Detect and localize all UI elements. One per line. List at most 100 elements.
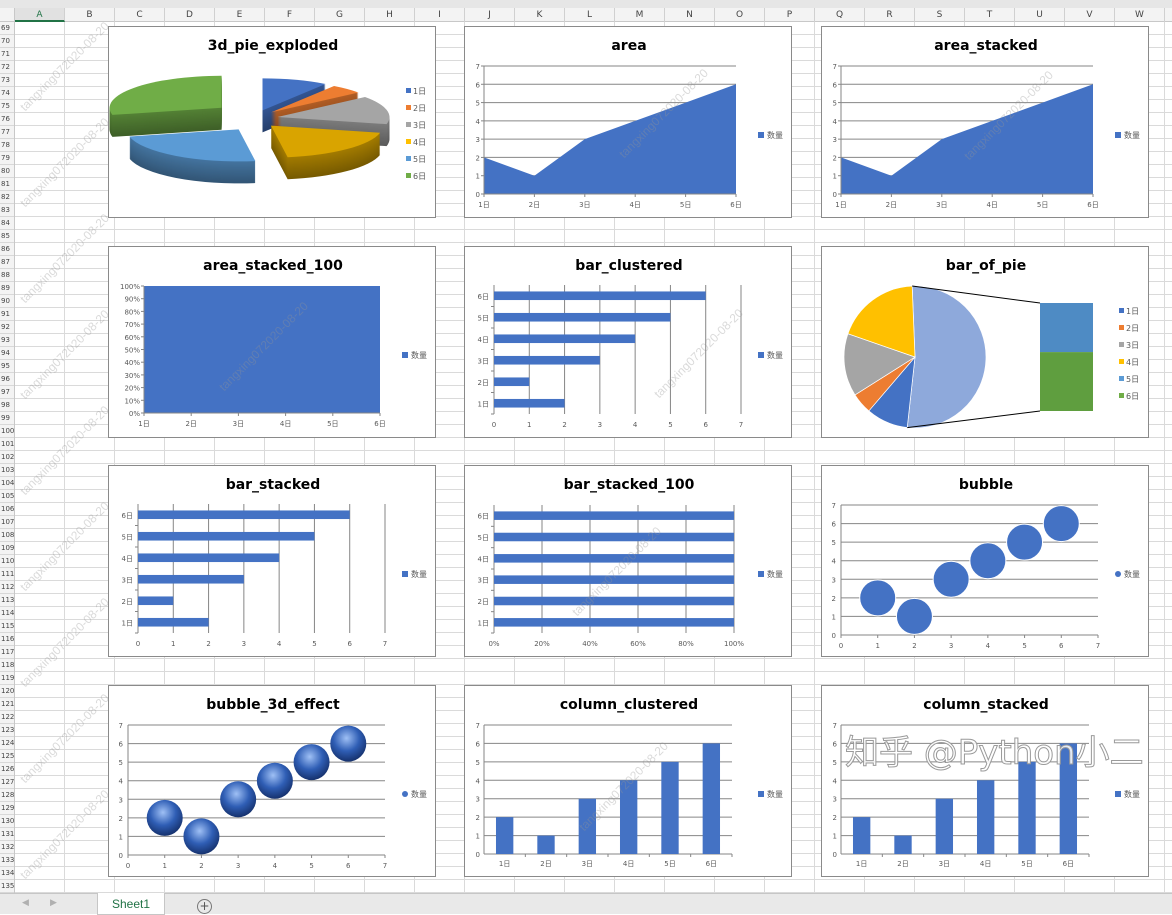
row-header-92[interactable]: 92 [0, 321, 14, 334]
row-header-94[interactable]: 94 [0, 347, 14, 360]
row-header-77[interactable]: 77 [0, 126, 14, 139]
row-header-72[interactable]: 72 [0, 61, 14, 74]
row-header-122[interactable]: 122 [0, 711, 14, 724]
row-header-133[interactable]: 133 [0, 854, 14, 867]
row-header-120[interactable]: 120 [0, 685, 14, 698]
row-header-129[interactable]: 129 [0, 802, 14, 815]
row-header-96[interactable]: 96 [0, 373, 14, 386]
chart-bar-of-pie[interactable]: bar_of_pie 1日 2日 3日 4日 5日 6日 [821, 246, 1149, 438]
row-header-108[interactable]: 108 [0, 529, 14, 542]
column-header-Q[interactable]: Q [815, 8, 865, 22]
column-header-A[interactable]: A [15, 8, 65, 22]
chart-bar-stacked[interactable]: bar_stacked 0 1 2 3 4 5 6 7 1日 2日 3日 4日 5日 6日 数量 [108, 465, 436, 657]
column-header-U[interactable]: U [1015, 8, 1065, 22]
row-header-134[interactable]: 134 [0, 867, 14, 880]
row-header-82[interactable]: 82 [0, 191, 14, 204]
row-header-88[interactable]: 88 [0, 269, 14, 282]
row-header-70[interactable]: 70 [0, 35, 14, 48]
row-header-135[interactable]: 135 [0, 880, 14, 893]
column-header-M[interactable]: M [615, 8, 665, 22]
column-header-O[interactable]: O [715, 8, 765, 22]
row-header-93[interactable]: 93 [0, 334, 14, 347]
column-header-J[interactable]: J [465, 8, 515, 22]
sheet-tab-sheet1[interactable]: Sheet1 [97, 893, 165, 915]
chart-bar-clustered[interactable]: bar_clustered 0 1 2 3 4 5 6 7 1日 2日 3日 4日 5日 6日 数量 [464, 246, 792, 438]
column-header-R[interactable]: R [865, 8, 915, 22]
row-header-126[interactable]: 126 [0, 763, 14, 776]
column-header-K[interactable]: K [515, 8, 565, 22]
column-header-S[interactable]: S [915, 8, 965, 22]
row-header-99[interactable]: 99 [0, 412, 14, 425]
chevron-right-icon[interactable]: ▶ [50, 898, 57, 908]
row-header-105[interactable]: 105 [0, 490, 14, 503]
row-header-79[interactable]: 79 [0, 152, 14, 165]
row-header-81[interactable]: 81 [0, 178, 14, 191]
row-header-125[interactable]: 125 [0, 750, 14, 763]
column-header-B[interactable]: B [65, 8, 115, 22]
chart-bubble[interactable]: bubble 0 1 2 3 4 5 6 7 0 1 2 3 4 5 6 7 数量 [821, 465, 1149, 657]
row-header-90[interactable]: 90 [0, 295, 14, 308]
column-header-I[interactable]: I [415, 8, 465, 22]
row-header-75[interactable]: 75 [0, 100, 14, 113]
column-header-V[interactable]: V [1065, 8, 1115, 22]
row-header-87[interactable]: 87 [0, 256, 14, 269]
row-header-109[interactable]: 109 [0, 542, 14, 555]
row-header-73[interactable]: 73 [0, 74, 14, 87]
chart-area-stacked-100[interactable]: area_stacked_100 0% 10% 20% 30% 40% 50% 60% 70% 8… [108, 246, 436, 438]
row-header-115[interactable]: 115 [0, 620, 14, 633]
chevron-left-icon[interactable]: ◀ [22, 898, 29, 908]
chart-area[interactable]: area 0 1 2 3 4 5 6 7 1日 2日 3日 4日 5日 6日 数量 [464, 26, 792, 218]
row-header-130[interactable]: 130 [0, 815, 14, 828]
row-header-118[interactable]: 118 [0, 659, 14, 672]
chart-bubble-3d-effect[interactable]: bubble_3d_effect 0 1 2 3 4 5 6 7 0 1 2 3 4 5 6 7 数量 [108, 685, 436, 877]
row-header-112[interactable]: 112 [0, 581, 14, 594]
row-header-98[interactable]: 98 [0, 399, 14, 412]
chart-column-clustered[interactable]: column_clustered 0 1 2 3 4 5 6 7 1日 2日 3日 4日 5日 6日 数量 [464, 685, 792, 877]
row-header-132[interactable]: 132 [0, 841, 14, 854]
row-header-103[interactable]: 103 [0, 464, 14, 477]
row-header-124[interactable]: 124 [0, 737, 14, 750]
row-header-76[interactable]: 76 [0, 113, 14, 126]
column-header-W[interactable]: W [1115, 8, 1165, 22]
column-header-L[interactable]: L [565, 8, 615, 22]
column-header-H[interactable]: H [365, 8, 415, 22]
row-header-113[interactable]: 113 [0, 594, 14, 607]
row-header-107[interactable]: 107 [0, 516, 14, 529]
row-header-84[interactable]: 84 [0, 217, 14, 230]
row-header-111[interactable]: 111 [0, 568, 14, 581]
row-header-100[interactable]: 100 [0, 425, 14, 438]
column-header-G[interactable]: G [315, 8, 365, 22]
row-header-78[interactable]: 78 [0, 139, 14, 152]
row-header-101[interactable]: 101 [0, 438, 14, 451]
row-header-102[interactable]: 102 [0, 451, 14, 464]
chart-area-stacked[interactable]: area_stacked 0 1 2 3 4 5 6 7 1日 2日 3日 4日 5日 6日 数量 [821, 26, 1149, 218]
column-header-F[interactable]: F [265, 8, 315, 22]
row-header-97[interactable]: 97 [0, 386, 14, 399]
row-header-121[interactable]: 121 [0, 698, 14, 711]
row-header-86[interactable]: 86 [0, 243, 14, 256]
column-header-C[interactable]: C [115, 8, 165, 22]
row-header-127[interactable]: 127 [0, 776, 14, 789]
row-header-71[interactable]: 71 [0, 48, 14, 61]
column-header-D[interactable]: D [165, 8, 215, 22]
row-header-106[interactable]: 106 [0, 503, 14, 516]
row-header-117[interactable]: 117 [0, 646, 14, 659]
row-header-83[interactable]: 83 [0, 204, 14, 217]
row-header-104[interactable]: 104 [0, 477, 14, 490]
row-header-114[interactable]: 114 [0, 607, 14, 620]
row-header-95[interactable]: 95 [0, 360, 14, 373]
plus-circle-icon[interactable]: + [197, 899, 212, 914]
row-header-116[interactable]: 116 [0, 633, 14, 646]
chart-column-stacked[interactable]: column_stacked 0 1 2 3 4 5 6 7 1日 2日 3日 4日 5日 6日 数量 [821, 685, 1149, 877]
column-header-P[interactable]: P [765, 8, 815, 22]
column-header-N[interactable]: N [665, 8, 715, 22]
row-header-74[interactable]: 74 [0, 87, 14, 100]
row-header-123[interactable]: 123 [0, 724, 14, 737]
column-header-E[interactable]: E [215, 8, 265, 22]
row-header-131[interactable]: 131 [0, 828, 14, 841]
row-header-119[interactable]: 119 [0, 672, 14, 685]
row-header-128[interactable]: 128 [0, 789, 14, 802]
chart-bar-stacked-100[interactable]: bar_stacked_100 0% 20% 40% 60% 80% 100% 1日 2日 3日 4… [464, 465, 792, 657]
chart-3d-pie-exploded[interactable]: 3d_pie_exploded 1日 2日 3日 4日 5日 6日 [108, 26, 436, 218]
row-header-69[interactable]: 69 [0, 22, 14, 35]
